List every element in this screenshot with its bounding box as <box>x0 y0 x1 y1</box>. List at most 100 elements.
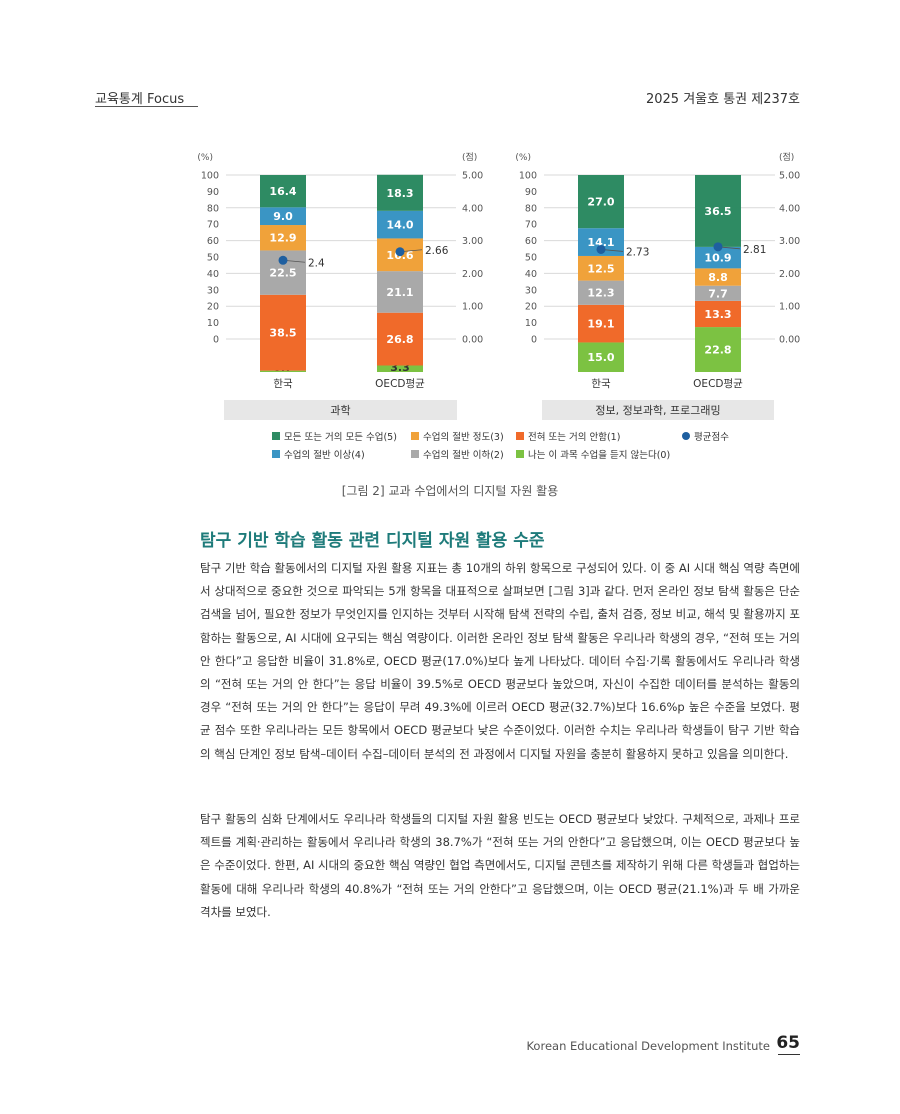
bar-segment <box>260 370 306 372</box>
bar-segment <box>260 294 306 371</box>
bar-segment <box>377 312 423 366</box>
y2-axis-unit-label: (점) <box>462 151 477 163</box>
bar-value-label: 36.5 <box>704 205 731 218</box>
bar-value-label: 19.1 <box>587 318 614 331</box>
y-axis-unit-label: (%) <box>197 153 213 163</box>
bar-segment <box>260 207 306 226</box>
footer-institution: Korean Educational Development Institute <box>526 1039 770 1053</box>
y-tick-label: 30 <box>525 285 537 296</box>
bar-segment <box>260 175 306 208</box>
y2-tick-label: 1.00 <box>462 302 483 313</box>
page-number: 65 <box>776 1033 800 1053</box>
section-title: 탐구 기반 학습 활동 관련 디지털 자원 활용 수준 <box>200 531 545 551</box>
bar-segment <box>695 175 741 247</box>
y-tick-label: 40 <box>207 269 219 280</box>
bar-value-label: 14.0 <box>386 219 413 232</box>
y2-tick-label: 3.00 <box>779 236 800 247</box>
y2-tick-label: 0.00 <box>779 335 800 346</box>
y-tick-label: 60 <box>525 236 537 247</box>
chart-title-box <box>224 400 457 420</box>
y2-tick-label: 0.00 <box>462 335 483 346</box>
legend-label: 평균점수 <box>694 431 729 443</box>
y-tick-label: 80 <box>207 203 219 214</box>
bar-value-label: 22.8 <box>704 344 731 357</box>
bar-value-label: 8.8 <box>708 271 728 284</box>
legend-label: 수업의 절반 이상(4) <box>284 449 365 461</box>
y-tick-label: 0 <box>213 335 219 346</box>
legend-swatch <box>272 450 280 458</box>
bar-value-label: 12.9 <box>269 232 296 245</box>
bar-segment <box>695 246 741 269</box>
average-score-label: 2.4 <box>308 257 325 269</box>
bar-segment <box>260 225 306 251</box>
bar-value-label: 9.0 <box>273 210 293 223</box>
bar-value-label: 21.1 <box>386 286 413 299</box>
average-score-dot <box>596 244 606 254</box>
y2-tick-label: 4.00 <box>779 203 800 214</box>
average-score-dot <box>278 255 288 265</box>
bar-segment <box>695 285 741 301</box>
running-header-issue: 2025 겨울호 통권 제237호 <box>645 92 800 107</box>
y2-tick-label: 3.00 <box>462 236 483 247</box>
legend-marker <box>682 432 690 440</box>
legend-swatch <box>411 432 419 440</box>
bar-segment <box>578 175 624 229</box>
average-score-label: 2.81 <box>743 244 766 256</box>
y-tick-label: 20 <box>207 302 219 313</box>
bar-value-label: 27.0 <box>587 196 614 209</box>
y-tick-label: 10 <box>207 318 219 329</box>
legend-label: 수업의 절반 정도(3) <box>423 431 504 443</box>
figure-caption: [그림 2] 교과 수업에서의 디지털 자원 활용 <box>341 484 559 498</box>
y-tick-label: 80 <box>525 203 537 214</box>
legend-swatch <box>516 432 524 440</box>
y-tick-label: 100 <box>519 171 537 182</box>
x-category-label: OECD평균 <box>375 378 425 390</box>
page-number-underline <box>778 1054 800 1055</box>
bar-segment <box>695 268 741 286</box>
y2-tick-label: 1.00 <box>779 302 800 313</box>
bar-value-label: 22.5 <box>269 267 296 280</box>
x-category-label: 한국 <box>273 378 293 390</box>
legend-label: 수업의 절반 이하(2) <box>423 449 504 461</box>
bar-value-label: 15.0 <box>587 351 614 364</box>
bar-segment <box>377 174 423 211</box>
y2-tick-label: 2.00 <box>462 269 483 280</box>
legend-swatch <box>411 450 419 458</box>
chart-title: 과학 <box>330 404 350 417</box>
legend-label: 나는 이 과목 수업을 듣지 않는다(0) <box>528 449 670 461</box>
legend-label: 전혀 또는 거의 안함(1) <box>528 432 620 443</box>
legend-swatch <box>516 450 524 458</box>
body-paragraph-2: 탐구 활동의 심화 단계에서도 우리나라 학생들의 디지털 자원 활용 빈도는 … <box>200 812 800 919</box>
bar-segment <box>377 365 423 372</box>
header-underline <box>95 106 198 107</box>
bar-segment <box>695 300 741 328</box>
y-tick-label: 20 <box>525 302 537 313</box>
y2-tick-label: 4.00 <box>462 203 483 214</box>
bar-value-label: 12.5 <box>587 262 614 275</box>
y-tick-label: 100 <box>201 171 219 182</box>
x-category-label: 한국 <box>591 378 611 390</box>
legend-label: 모든 또는 거의 모든 수업(5) <box>284 431 397 443</box>
bar-value-label: 12.3 <box>587 287 614 300</box>
bar-value-label: 13.3 <box>704 308 731 321</box>
figure-2-chart: (%) (점)10090807060504030201005.004.003.00… <box>197 151 800 461</box>
bar-segment <box>377 210 423 239</box>
average-score-label: 2.66 <box>425 245 449 257</box>
y-tick-label: 60 <box>207 236 219 247</box>
y-tick-label: 70 <box>525 220 537 231</box>
average-score-dot <box>713 242 723 252</box>
chart-title: 정보, 정보과학, 프로그래밍 <box>595 404 720 417</box>
average-score-dot <box>395 247 405 257</box>
bar-value-label: 38.5 <box>269 327 296 340</box>
bar-value-label: 26.8 <box>386 333 413 346</box>
y-tick-label: 10 <box>525 318 537 329</box>
average-score-label: 2.73 <box>626 246 649 258</box>
bar-value-label: 18.3 <box>386 187 413 200</box>
y2-tick-label: 5.00 <box>779 171 800 182</box>
bar-value-label: 7.7 <box>708 287 728 300</box>
bar-value-label: 10.9 <box>704 252 731 265</box>
chart-title-box <box>542 400 774 420</box>
bar-segment <box>578 280 624 305</box>
body-paragraph-1: 탐구 기반 학습 활동에서의 디지털 자원 활용 지표는 총 10개의 하위 항… <box>200 561 800 761</box>
bar-value-label: 14.1 <box>587 236 614 249</box>
